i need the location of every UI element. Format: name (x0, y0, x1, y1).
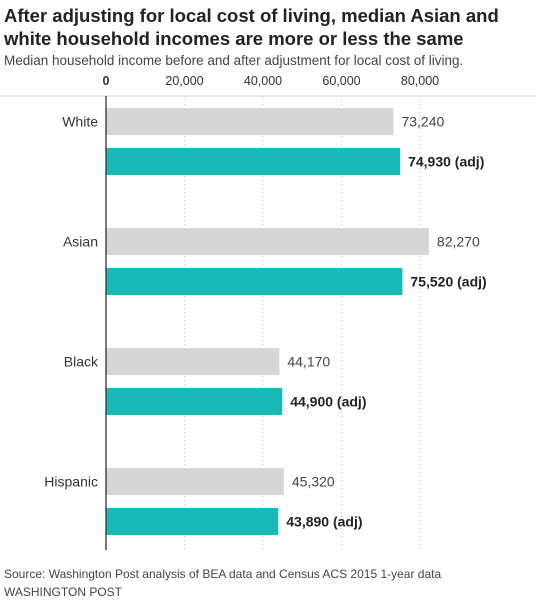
bar-before (106, 108, 394, 135)
data-label-before: 45,320 (292, 474, 335, 490)
bar-after (106, 388, 283, 415)
chart-title: After adjusting for local cost of living… (4, 5, 499, 49)
bar-before (106, 468, 284, 495)
x-tick-label: 20,000 (165, 74, 203, 88)
data-label-after: 74,930 (adj) (408, 154, 484, 170)
publisher-credit: WASHINGTON POST (4, 585, 123, 599)
bar-before (106, 228, 429, 255)
x-tick-label: 60,000 (322, 74, 360, 88)
data-label-after: 44,900 (adj) (290, 394, 366, 410)
data-label-before: 44,170 (287, 354, 330, 370)
x-tick-label: 0 (103, 74, 110, 88)
source-note: Source: Washington Post analysis of BEA … (4, 567, 442, 581)
x-tick-label: 80,000 (401, 74, 439, 88)
bar-after (106, 268, 403, 295)
data-label-after: 43,890 (adj) (286, 514, 362, 530)
bar-before (106, 348, 280, 375)
data-label-after: 75,520 (adj) (410, 274, 486, 290)
category-label: Hispanic (44, 474, 98, 490)
category-label: Black (64, 354, 99, 370)
data-label-before: 82,270 (437, 234, 480, 250)
category-label: White (62, 114, 98, 130)
data-label-before: 73,240 (401, 114, 444, 130)
bar-chart: 0 20,000 40,000 60,000 80,000 White 73,240 74,9… (0, 74, 535, 550)
bar-after (106, 148, 401, 175)
chart-subtitle: Median household income before and after… (4, 53, 464, 68)
x-tick-label: 40,000 (244, 74, 282, 88)
category-label: Asian (63, 234, 98, 250)
bar-after (106, 508, 279, 535)
